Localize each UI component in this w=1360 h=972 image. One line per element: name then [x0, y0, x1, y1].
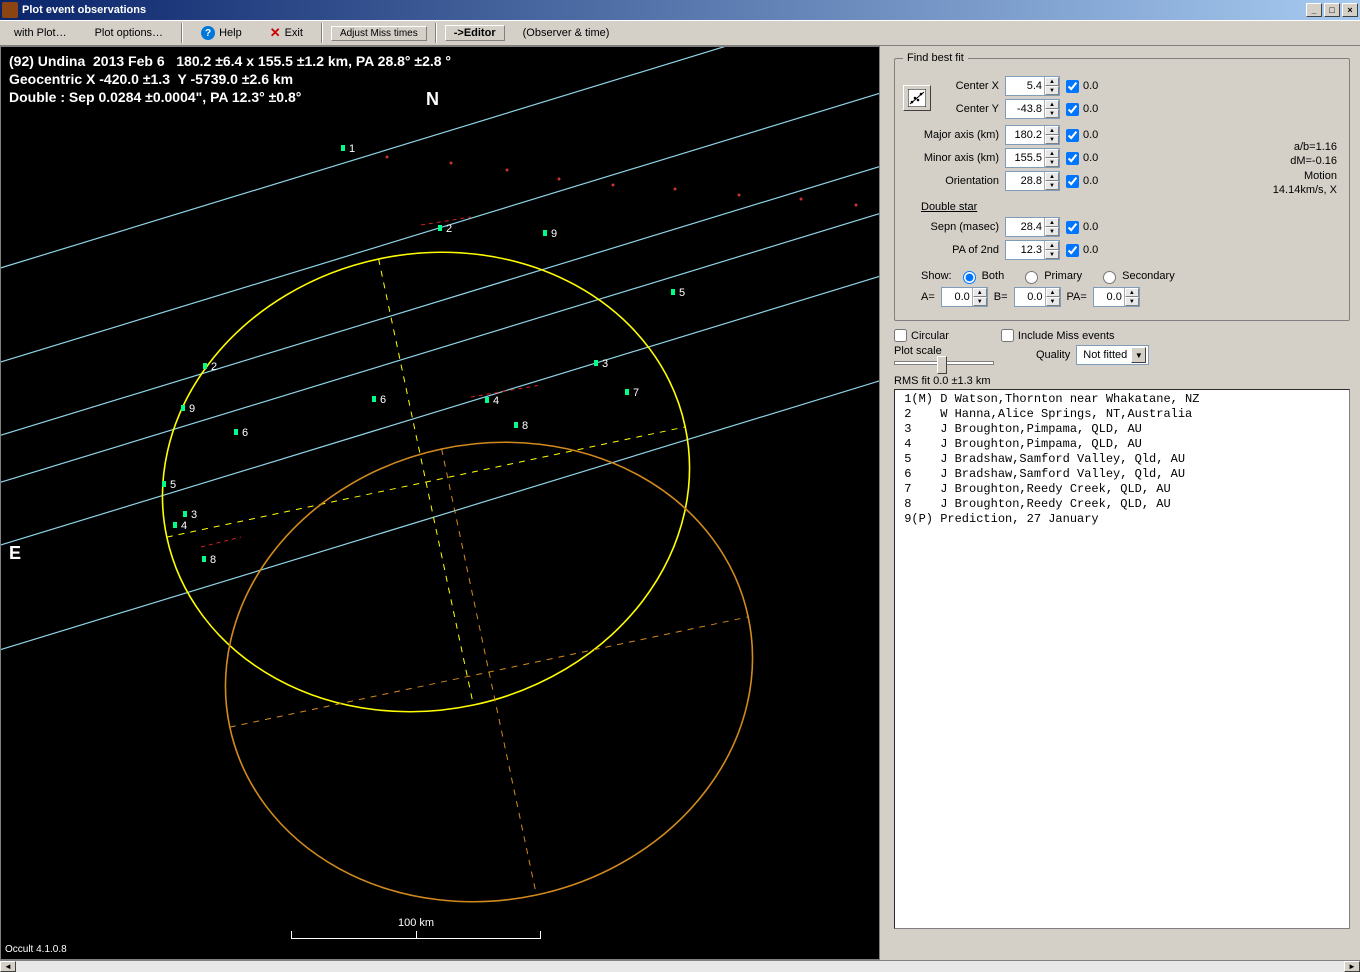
scroll-right-button[interactable]: ► — [1344, 961, 1360, 972]
pa2-input[interactable]: ▲▼ — [1005, 240, 1060, 260]
side-panel: Find best fit Center X ▲▼ 0.0 Center Y ▲… — [880, 46, 1360, 960]
minor-label: Minor axis (km) — [903, 152, 999, 164]
help-icon: ? — [201, 26, 215, 40]
svg-text:6: 6 — [380, 394, 386, 406]
quality-select[interactable]: Not fitted▼ — [1076, 345, 1149, 365]
center-x-label: Center X — [937, 80, 999, 92]
fit-info: a/b=1.16 dM=-0.16 Motion 14.14km/s, X — [1273, 140, 1337, 197]
double-star-heading: Double star — [921, 201, 1341, 213]
find-best-fit-group: Find best fit Center X ▲▼ 0.0 Center Y ▲… — [894, 52, 1350, 321]
svg-text:3: 3 — [191, 509, 197, 521]
center-x-input[interactable]: ▲▼ — [1005, 76, 1060, 96]
center-y-step-chk[interactable]: 0.0 — [1066, 103, 1098, 116]
orient-label: Orientation — [903, 175, 999, 187]
window-title: Plot event observations — [22, 4, 1304, 16]
plot-options-menu[interactable]: Plot options… — [85, 25, 173, 41]
horizontal-scrollbar[interactable]: ◄ ► — [0, 960, 1360, 972]
circular-chk[interactable]: Circular — [894, 329, 949, 342]
fit-run-button[interactable] — [903, 85, 931, 111]
quality-label: Quality — [1036, 349, 1070, 361]
sepn-step-chk[interactable]: 0.0 — [1066, 221, 1098, 234]
orient-step-chk[interactable]: 0.0 — [1066, 175, 1098, 188]
plot-title-line1: (92) Undina 2013 Feb 6 180.2 ±6.4 x 155.… — [9, 53, 451, 69]
sepn-input[interactable]: ▲▼ — [1005, 217, 1060, 237]
minimize-button[interactable]: _ — [1306, 3, 1322, 17]
observer-list[interactable]: 1(M) D Watson,Thornton near Whakatane, N… — [894, 389, 1350, 929]
a-input[interactable]: ▲▼ — [941, 287, 988, 307]
sepn-label: Sepn (masec) — [903, 221, 999, 233]
toolbar: with Plot… Plot options… ? Help ✕ Exit A… — [0, 20, 1360, 46]
plot-title-line2: Geocentric X -420.0 ±1.3 Y -5739.0 ±2.6 … — [9, 71, 293, 87]
plot-canvas[interactable]: 1223344556678899 (92) Undina 2013 Feb 6 … — [0, 46, 880, 960]
svg-text:9: 9 — [551, 228, 557, 240]
pa2-step-chk[interactable]: 0.0 — [1066, 244, 1098, 257]
pa-input[interactable]: ▲▼ — [1093, 287, 1140, 307]
show-both-radio[interactable]: Both — [958, 268, 1005, 284]
compass-e: E — [9, 543, 21, 564]
show-label: Show: — [921, 270, 952, 282]
scatter-icon — [908, 89, 926, 107]
plot-title-line3: Double : Sep 0.0284 ±0.0004", PA 12.3° ±… — [9, 89, 301, 105]
svg-text:1: 1 — [349, 143, 355, 155]
close-button[interactable]: × — [1342, 3, 1358, 17]
plot-svg: 1223344556678899 — [1, 47, 880, 960]
center-y-input[interactable]: ▲▼ — [1005, 99, 1060, 119]
adjust-miss-button[interactable]: Adjust Miss times — [331, 26, 427, 41]
exit-button[interactable]: ✕ Exit — [260, 23, 313, 43]
major-label: Major axis (km) — [903, 129, 999, 141]
b-input[interactable]: ▲▼ — [1014, 287, 1061, 307]
separator — [321, 23, 323, 43]
fit-legend: Find best fit — [903, 52, 968, 64]
exit-label: Exit — [285, 27, 303, 39]
plot-scale-slider[interactable] — [894, 361, 994, 365]
help-label: Help — [219, 27, 242, 39]
b-label: B= — [994, 291, 1008, 303]
svg-text:2: 2 — [446, 223, 452, 235]
center-y-label: Center Y — [937, 103, 999, 115]
minor-input[interactable]: ▲▼ — [1005, 148, 1060, 168]
a-label: A= — [921, 291, 935, 303]
svg-text:7: 7 — [633, 387, 639, 399]
svg-text:8: 8 — [210, 554, 216, 566]
major-input[interactable]: ▲▼ — [1005, 125, 1060, 145]
scale-bar: 100 km — [291, 917, 541, 939]
rms-label: RMS fit 0.0 ±1.3 km — [894, 375, 1350, 387]
app-icon — [2, 2, 18, 18]
svg-text:2: 2 — [211, 361, 217, 373]
svg-text:5: 5 — [679, 287, 685, 299]
plot-footer: Occult 4.1.0.8 — [5, 944, 67, 955]
show-secondary-radio[interactable]: Secondary — [1098, 268, 1175, 284]
exit-icon: ✕ — [270, 25, 281, 41]
pa2-label: PA of 2nd — [903, 244, 999, 256]
pa-label: PA= — [1067, 291, 1087, 303]
editor-button[interactable]: ->Editor — [445, 25, 505, 41]
show-primary-radio[interactable]: Primary — [1020, 268, 1082, 284]
include-miss-chk[interactable]: Include Miss events — [1001, 329, 1115, 342]
minor-step-chk[interactable]: 0.0 — [1066, 152, 1098, 165]
svg-text:4: 4 — [181, 520, 187, 532]
separator — [435, 23, 437, 43]
center-x-step-chk[interactable]: 0.0 — [1066, 80, 1098, 93]
with-plot-menu[interactable]: with Plot… — [4, 25, 77, 41]
svg-text:4: 4 — [493, 395, 499, 407]
compass-n: N — [426, 89, 439, 110]
svg-text:5: 5 — [170, 479, 176, 491]
svg-text:8: 8 — [522, 420, 528, 432]
major-step-chk[interactable]: 0.0 — [1066, 129, 1098, 142]
svg-text:3: 3 — [602, 358, 608, 370]
scale-bar-line — [291, 931, 541, 939]
scroll-left-button[interactable]: ◄ — [0, 961, 16, 972]
maximize-button[interactable]: □ — [1324, 3, 1340, 17]
svg-text:6: 6 — [242, 427, 248, 439]
separator — [181, 23, 183, 43]
svg-text:9: 9 — [189, 403, 195, 415]
title-bar: Plot event observations _ □ × — [0, 0, 1360, 20]
observer-time-label: (Observer & time) — [513, 25, 620, 41]
help-button[interactable]: ? Help — [191, 24, 252, 42]
orient-input[interactable]: ▲▼ — [1005, 171, 1060, 191]
scale-label: 100 km — [291, 917, 541, 929]
